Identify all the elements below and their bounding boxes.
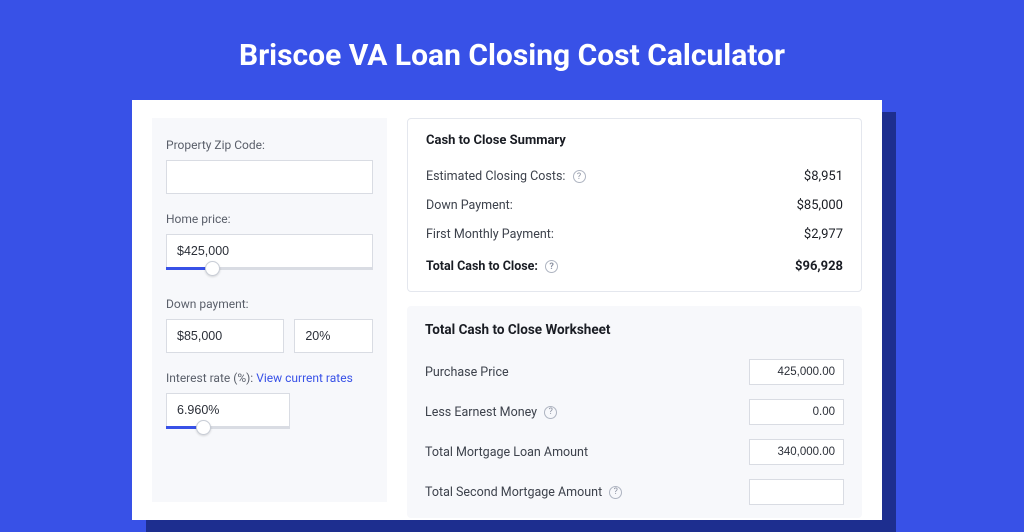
results-column: Cash to Close Summary Estimated Closing … xyxy=(407,118,862,502)
help-icon[interactable]: ? xyxy=(573,170,586,183)
zip-input[interactable] xyxy=(166,160,373,194)
slider-thumb-icon[interactable] xyxy=(196,420,211,435)
slider-thumb-icon[interactable] xyxy=(205,261,220,276)
calculator-card: Property Zip Code: Home price: Down paym… xyxy=(132,100,882,520)
home-price-label: Home price: xyxy=(166,212,373,226)
interest-rate-label-text: Interest rate (%): xyxy=(166,371,253,385)
inputs-panel: Property Zip Code: Home price: Down paym… xyxy=(152,118,387,502)
summary-row-label: Down Payment: xyxy=(426,198,513,213)
worksheet-row: Total Mortgage Loan Amount xyxy=(425,432,844,472)
worksheet-title: Total Cash to Close Worksheet xyxy=(425,322,844,338)
worksheet-row: Purchase Price xyxy=(425,352,844,392)
summary-panel: Cash to Close Summary Estimated Closing … xyxy=(407,118,862,292)
help-icon[interactable]: ? xyxy=(609,486,622,499)
worksheet-row-label: Purchase Price xyxy=(425,365,509,380)
summary-title: Cash to Close Summary xyxy=(426,133,843,148)
interest-rate-slider[interactable] xyxy=(166,426,290,438)
worksheet-row-label: Less Earnest Money xyxy=(425,405,537,420)
summary-row-value: $8,951 xyxy=(804,169,843,184)
worksheet-row-label: Total Second Mortgage Amount xyxy=(425,485,602,500)
view-rates-link[interactable]: View current rates xyxy=(256,371,353,385)
interest-rate-label: Interest rate (%): View current rates xyxy=(166,371,373,385)
worksheet-row: Less Earnest Money ? xyxy=(425,392,844,432)
summary-total-row: Total Cash to Close: ? $96,928 xyxy=(426,249,843,281)
summary-row-label: First Monthly Payment: xyxy=(426,227,554,242)
down-payment-pct-input[interactable] xyxy=(294,319,373,353)
zip-field: Property Zip Code: xyxy=(166,138,373,194)
down-payment-label: Down payment: xyxy=(166,297,373,311)
summary-row-label: Estimated Closing Costs: xyxy=(426,169,565,184)
zip-label: Property Zip Code: xyxy=(166,138,373,152)
interest-rate-input[interactable] xyxy=(166,393,290,427)
home-price-input[interactable] xyxy=(166,234,373,268)
summary-row: Estimated Closing Costs: ? $8,951 xyxy=(426,162,843,191)
summary-row: Down Payment: $85,000 xyxy=(426,191,843,220)
home-price-slider[interactable] xyxy=(166,267,373,279)
worksheet-row-input[interactable] xyxy=(749,359,844,385)
summary-row-value: $2,977 xyxy=(804,227,843,242)
home-price-field: Home price: xyxy=(166,212,373,279)
worksheet-row-label: Total Mortgage Loan Amount xyxy=(425,445,588,460)
summary-total-value: $96,928 xyxy=(795,259,843,274)
help-icon[interactable]: ? xyxy=(544,406,557,419)
worksheet-row: Total Second Mortgage Amount ? xyxy=(425,472,844,512)
summary-total-label: Total Cash to Close: xyxy=(426,259,538,274)
worksheet-panel: Total Cash to Close Worksheet Purchase P… xyxy=(407,306,862,518)
interest-rate-field: Interest rate (%): View current rates xyxy=(166,371,373,438)
down-payment-field: Down payment: xyxy=(166,297,373,353)
worksheet-row-input[interactable] xyxy=(749,439,844,465)
page-title: Briscoe VA Loan Closing Cost Calculator xyxy=(0,0,1024,101)
help-icon[interactable]: ? xyxy=(545,260,558,273)
worksheet-row-input[interactable] xyxy=(749,479,844,505)
summary-row-value: $85,000 xyxy=(797,198,843,213)
summary-row: First Monthly Payment: $2,977 xyxy=(426,220,843,249)
down-payment-input[interactable] xyxy=(166,319,284,353)
worksheet-row-input[interactable] xyxy=(749,399,844,425)
